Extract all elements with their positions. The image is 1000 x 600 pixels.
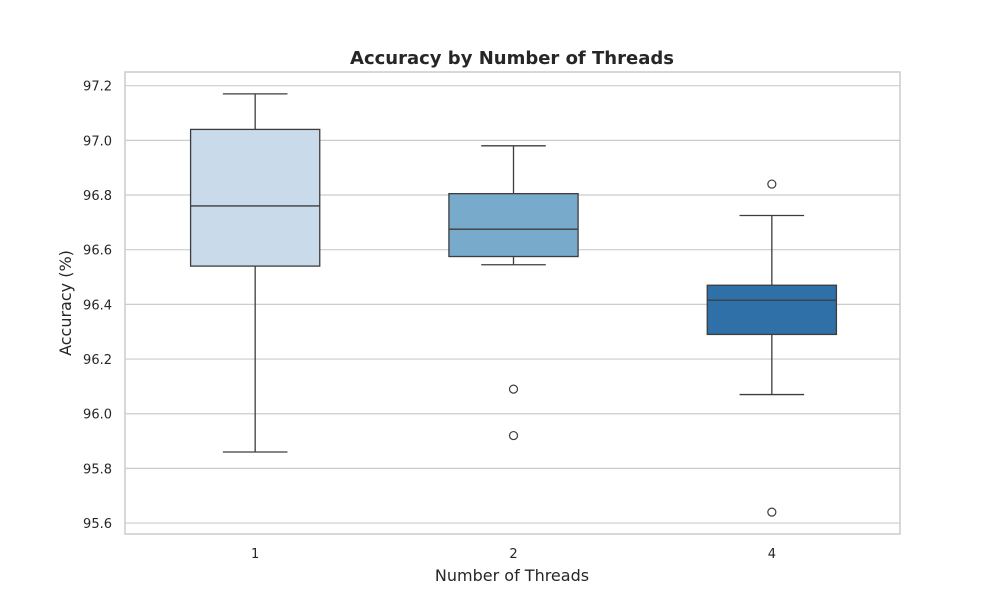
x-tick-label: 2 [509,547,517,562]
y-tick-label: 96.0 [83,408,112,423]
boxes [189,93,838,517]
box-series-4 [706,179,838,517]
outlier-point [767,507,777,517]
y-tick-label: 96.8 [83,189,112,204]
y-tick-label: 96.4 [83,298,112,313]
box-series-2 [448,145,579,441]
outlier-point [508,430,519,441]
y-tick-label: 97.0 [83,134,112,149]
outlier-point [767,179,777,189]
x-tick-labels: 1 2 4 [251,547,776,562]
plot-frame [124,71,901,535]
x-tick-label: 4 [768,547,776,562]
y-tick-label: 95.8 [83,462,112,477]
y-axis-label: Accuracy (%) [56,250,75,356]
box-iqr [189,128,321,267]
chart-title: Accuracy by Number of Threads [350,48,674,69]
x-axis-label: Number of Threads [435,566,589,585]
y-tick-label: 97.2 [83,80,112,95]
y-tick-label: 96.2 [83,353,112,368]
y-tick-label: 95.6 [83,517,112,532]
y-tick-labels: 95.6 95.8 96.0 96.2 96.4 96.6 96.8 97.0 97.2 [83,80,112,532]
box-iqr [448,193,579,258]
outlier-point [508,384,519,394]
y-tick-label: 96.6 [83,244,112,259]
box-series-1 [189,93,321,453]
box-iqr [706,284,838,336]
x-tick-label: 1 [251,547,259,562]
